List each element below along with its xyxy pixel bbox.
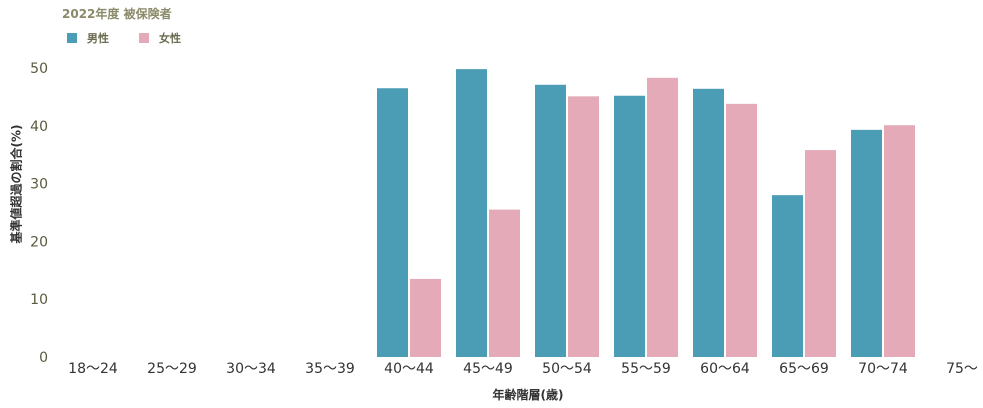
y-tick-label: 10 [30, 292, 48, 308]
bar-female [805, 150, 836, 357]
bar-female [726, 103, 757, 357]
x-tick-label: 70〜74 [858, 361, 908, 377]
bar-male [693, 88, 724, 358]
y-tick-label: 20 [30, 234, 48, 250]
bar-female [489, 209, 520, 357]
x-tick-label: 25〜29 [147, 361, 197, 377]
bar-female [884, 125, 915, 357]
x-tick-label: 60〜64 [700, 361, 750, 377]
legend-label-female: 女性 [159, 32, 181, 45]
x-axis-label: 年齢階層(歳) [492, 388, 564, 402]
bar-male [456, 69, 487, 357]
y-tick-label: 0 [39, 350, 48, 366]
legend-swatch-female [139, 33, 149, 43]
x-tick-label: 30〜34 [226, 361, 276, 377]
bar-female [647, 77, 678, 358]
bar-male [377, 88, 408, 357]
x-tick-label: 18〜24 [68, 361, 118, 377]
x-tick-label: 40〜44 [384, 361, 434, 377]
bar-male [614, 95, 645, 357]
legend: 男性 女性 [67, 30, 203, 46]
bar-male [535, 84, 566, 358]
x-tick-label: 65〜69 [779, 361, 829, 377]
bar-male [772, 195, 803, 357]
y-tick-label: 40 [30, 119, 48, 135]
legend-item-male: 男性 [67, 30, 109, 46]
x-tick-label: 75〜 [946, 361, 978, 377]
legend-item-female: 女性 [139, 30, 181, 46]
y-tick-label: 50 [30, 61, 48, 77]
legend-label-male: 男性 [87, 32, 109, 45]
x-tick-label: 55〜59 [621, 361, 671, 377]
chart-title: 2022年度 被保険者 [62, 7, 172, 21]
legend-swatch-male [67, 33, 77, 43]
x-tick-label: 50〜54 [542, 361, 592, 377]
y-tick-label: 30 [30, 177, 48, 193]
bar-female [410, 278, 441, 357]
bar-female [568, 96, 599, 358]
x-tick-label: 35〜39 [305, 361, 355, 377]
x-tick-label: 45〜49 [463, 361, 513, 377]
bar-male [851, 129, 882, 357]
